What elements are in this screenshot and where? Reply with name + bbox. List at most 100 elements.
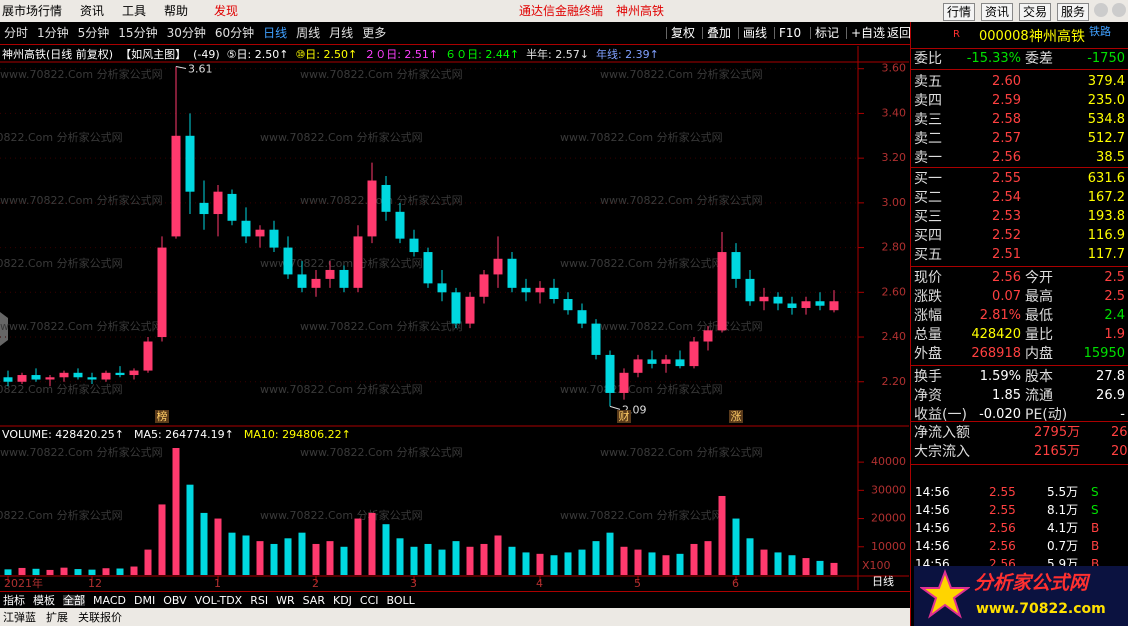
quote-value: 1.59% [979, 369, 1021, 384]
logo: 分析家公式网 www.70822.com [914, 566, 1128, 626]
quote-value: 235.0 [1087, 93, 1125, 108]
indicator-tab[interactable]: VOL-TDX [194, 594, 243, 607]
indicator-tab[interactable]: RSI [250, 594, 269, 607]
menu-highlight[interactable]: 发现 [214, 4, 239, 18]
window-button[interactable] [1094, 3, 1108, 17]
candle-body [395, 211, 405, 239]
menu-item[interactable]: 资讯 [80, 4, 105, 18]
volume-header-item: VOLUME: 428420.25↑ [2, 428, 124, 441]
chart-header-item: ６０日: 2.44↑ [445, 48, 520, 61]
top-button[interactable]: 资讯 [981, 3, 1014, 21]
volume-bar [578, 549, 586, 575]
indicator-tab[interactable]: OBV [163, 594, 187, 607]
quote-value: 268918 [971, 346, 1021, 361]
quote-value: 2.58 [992, 112, 1021, 127]
candle-body [353, 236, 363, 288]
candle-body [801, 301, 811, 308]
volume-bar [340, 546, 348, 575]
indicator-tab[interactable]: CCI [359, 594, 379, 607]
period-tab[interactable]: 日线 [263, 26, 288, 40]
volume-bar [480, 543, 488, 575]
trade-price: 2.56 [989, 539, 1016, 553]
top-button[interactable]: 服务 [1057, 3, 1090, 21]
indicator-tab[interactable]: 全部 [63, 594, 85, 607]
candle-body [101, 372, 111, 380]
indicator-tab[interactable]: MACD [93, 594, 126, 607]
top-button[interactable]: 交易 [1019, 3, 1052, 21]
indicator-tab[interactable]: 模板 [33, 594, 55, 607]
y-tick-label: 2.60 [882, 285, 907, 298]
candle-body [17, 375, 27, 382]
watermark: www.70822.Com 分析家公式网 [260, 130, 423, 144]
volume-bar [648, 552, 656, 575]
period-tab[interactable]: 更多 [362, 26, 387, 40]
tool-button[interactable]: 复权 [666, 27, 695, 39]
volume-bar [130, 566, 138, 575]
chart-header-item: 半年: 2.57↓ [526, 48, 589, 61]
candle-body [605, 354, 615, 393]
quote-label: 最低 [1025, 308, 1053, 324]
period-tab[interactable]: 60分钟 [214, 26, 255, 40]
indicator-tab[interactable]: 指标 [3, 594, 25, 607]
period-tab[interactable]: 月线 [329, 26, 354, 40]
period-tab[interactable]: 5分钟 [77, 26, 110, 40]
menu-item[interactable]: 工具 [122, 4, 147, 18]
watermark: www.70822.Com 分析家公式网 [300, 67, 463, 81]
watermark: www.70822.Com 分析家公式网 [600, 319, 763, 333]
top-button[interactable]: 行情 [943, 3, 976, 21]
event-marker: 涨 [731, 410, 742, 423]
period-tab[interactable]: 1分钟 [37, 26, 69, 40]
trade-side: S [1091, 503, 1099, 517]
candle-body [185, 135, 195, 192]
period-tab[interactable]: 30分钟 [166, 26, 206, 40]
flow-value: 2795万 [1034, 425, 1081, 440]
period-tab[interactable]: 15分钟 [118, 26, 158, 40]
quote-label: 买一 [914, 171, 942, 187]
candle-body [157, 247, 167, 338]
candle-body [619, 372, 629, 393]
menu-item[interactable]: 帮助 [164, 4, 189, 18]
tool-button[interactable]: 画线 [738, 27, 767, 39]
quote-label: 买五 [914, 247, 942, 263]
quote-value: 2.52 [992, 228, 1021, 243]
indicator-tab[interactable]: DMI [133, 594, 156, 607]
volume-bar [158, 504, 166, 575]
volume-bar [424, 543, 432, 575]
tool-button[interactable]: 返回 [882, 27, 911, 39]
indicator-tab[interactable]: KDJ [332, 594, 352, 607]
candle-body [773, 296, 783, 304]
indicator-tab[interactable]: WR [276, 594, 295, 607]
indicator-tab[interactable]: BOLL [386, 594, 415, 607]
menu-item[interactable]: 展市场行情 [2, 4, 63, 18]
tool-button[interactable]: 叠加 [702, 27, 731, 39]
bottom-tab[interactable]: 扩展 [46, 611, 68, 624]
period-tab[interactable]: 分时 [4, 26, 29, 40]
candle-body [423, 252, 433, 284]
chart-header-item: ⑩日: 2.50↑ [295, 48, 358, 61]
volume-bar [172, 448, 180, 575]
tool-button[interactable]: 标记 [810, 27, 839, 39]
quote-value: 116.9 [1087, 228, 1125, 243]
volume-tick-label: 40000 [871, 455, 906, 468]
candle-body [759, 296, 769, 302]
y-tick-label: 3.00 [882, 196, 907, 209]
volume-tick-label: 20000 [871, 512, 906, 525]
bottom-tab[interactable]: 江弹蓝 [3, 611, 36, 624]
quote-value: 27.8 [1096, 369, 1125, 384]
tool-button[interactable]: +自选 [846, 27, 885, 39]
tool-button[interactable]: F10 [774, 27, 801, 39]
bottom-tab[interactable]: 关联报价 [78, 611, 122, 624]
annotation-line [175, 65, 187, 69]
quote-value: -15.33% [966, 51, 1021, 66]
volume-bar [46, 569, 54, 575]
period-tab[interactable]: 周线 [296, 26, 321, 40]
indicator-tab[interactable]: SAR [302, 594, 325, 607]
quote-label: 委比 [914, 51, 942, 67]
window-button[interactable] [1112, 3, 1126, 17]
volume-bar [368, 512, 376, 575]
candle-body [549, 287, 559, 300]
quote-value: 2.60 [992, 74, 1021, 89]
candle-body [367, 180, 377, 237]
candle-body [829, 301, 839, 311]
